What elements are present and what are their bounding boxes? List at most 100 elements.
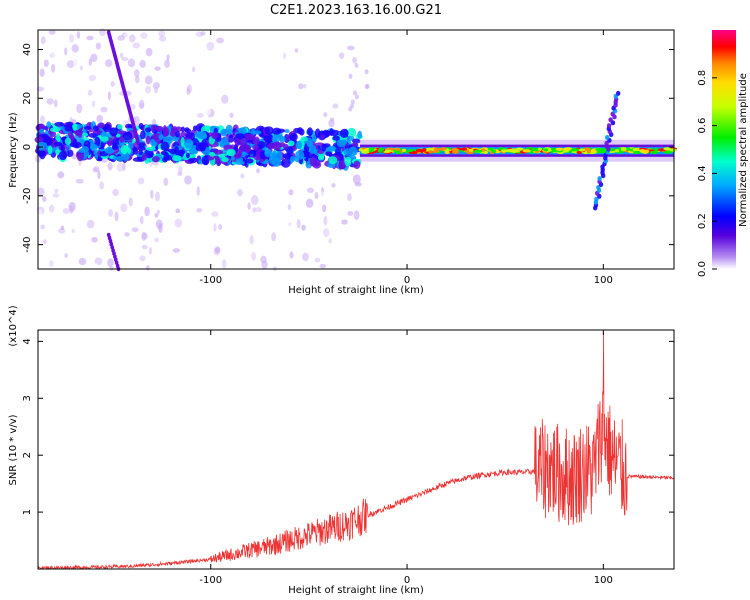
spectrogram-cell bbox=[460, 147, 468, 151]
spectrogram-cell bbox=[116, 155, 123, 162]
spectrogram-cell bbox=[117, 35, 126, 41]
colorbar-gradient bbox=[712, 30, 736, 269]
spectrogram-cell bbox=[282, 113, 291, 123]
spectrogram-cell bbox=[152, 156, 160, 163]
spectrogram-cell bbox=[415, 148, 424, 152]
spectrogram-cell bbox=[138, 123, 144, 130]
spectrogram-cell bbox=[86, 35, 94, 41]
spectrogram-cell bbox=[321, 143, 327, 152]
spectrogram-cell bbox=[50, 130, 57, 137]
spectrogram-cell bbox=[66, 60, 75, 69]
spectrogram-cell bbox=[108, 209, 113, 217]
spectrogram-cell bbox=[606, 123, 612, 129]
spectrogram-cell bbox=[596, 148, 601, 152]
spectrogram-cell bbox=[196, 208, 203, 213]
spectrogram-cell bbox=[156, 209, 161, 215]
spectrogram-cell bbox=[43, 109, 49, 119]
spectrogram-cell bbox=[160, 141, 170, 152]
spectrogram-cell bbox=[37, 161, 41, 171]
spectrogram-cell bbox=[216, 37, 224, 44]
spectrogram-cell bbox=[196, 112, 204, 118]
spectrogram-cell bbox=[185, 152, 190, 159]
spectrogram-cell bbox=[42, 239, 47, 244]
spectrogram-cell bbox=[122, 161, 126, 172]
spectrogram-cell bbox=[163, 127, 170, 137]
spectrogram-y-tick-label: -20 bbox=[22, 188, 33, 204]
spectrogram-cell bbox=[131, 227, 139, 233]
spectrogram-cell bbox=[71, 235, 76, 245]
spectrogram-x-tick-label: 100 bbox=[594, 275, 613, 286]
spectrogram-cell bbox=[76, 103, 83, 114]
spectrogram-cell bbox=[605, 135, 610, 140]
spectrogram-cell bbox=[41, 108, 45, 119]
spectrogram-cell bbox=[308, 144, 317, 154]
spectrogram-cell bbox=[40, 224, 46, 230]
spectrogram-panel: -100 0 100 -40 -20 0 20 40 Height of straight l… bbox=[8, 28, 678, 296]
spectrogram-cell bbox=[90, 144, 98, 150]
spectrogram-cell bbox=[57, 171, 65, 179]
spectrogram-cell bbox=[543, 148, 549, 152]
spectrogram-cell bbox=[145, 146, 156, 151]
spectrogram-cell bbox=[108, 71, 113, 76]
spectrogram-frame bbox=[37, 29, 675, 270]
colorbar-tick-label: 0.0 bbox=[697, 261, 708, 277]
spectrogram-cell bbox=[68, 201, 76, 212]
spectrogram-cell bbox=[186, 87, 191, 96]
spectrogram-cell bbox=[54, 121, 65, 127]
spectrogram-cell bbox=[124, 232, 130, 237]
spectrogram-cell bbox=[128, 197, 133, 207]
spectrogram-cell bbox=[133, 69, 140, 78]
spectrogram-cell bbox=[104, 59, 113, 68]
spectrogram-cell bbox=[113, 156, 118, 161]
spectrogram-cell bbox=[201, 139, 208, 147]
spectrogram-cell bbox=[104, 148, 115, 154]
spectrogram-cell bbox=[282, 153, 292, 159]
spectrogram-cell bbox=[428, 150, 434, 154]
spectrogram-cell bbox=[184, 128, 192, 134]
spectrogram-cell bbox=[73, 78, 81, 83]
spectrogram-cell bbox=[633, 150, 641, 155]
colorbar-tick-label: 0.8 bbox=[697, 70, 708, 86]
spectrogram-cell bbox=[322, 228, 330, 238]
spectrogram-cell bbox=[323, 243, 332, 254]
spectrogram-cell bbox=[218, 214, 223, 224]
spectrogram-cell bbox=[468, 148, 474, 152]
spectrogram-cell bbox=[88, 74, 97, 82]
snr-y-tick-label: 1 bbox=[22, 509, 33, 515]
spectrogram-cell bbox=[91, 100, 96, 108]
spectrogram-cell bbox=[100, 106, 108, 113]
spectrogram-cell bbox=[76, 31, 81, 39]
spectrogram-cell bbox=[116, 162, 124, 172]
spectrogram-cell bbox=[145, 135, 151, 145]
spectrogram-cell bbox=[58, 150, 67, 161]
spectrogram-cell bbox=[280, 158, 291, 168]
spectrogram-cell bbox=[125, 123, 133, 129]
spectrogram-cell bbox=[255, 202, 263, 207]
spectrogram-cell bbox=[144, 127, 152, 133]
spectrogram-cell bbox=[37, 152, 45, 157]
spectrogram-cell bbox=[578, 148, 586, 152]
spectrogram-cell bbox=[244, 144, 251, 154]
spectrogram-cell bbox=[240, 142, 245, 152]
spectrogram-cell bbox=[83, 125, 92, 131]
spectrogram-cell bbox=[137, 199, 144, 209]
spectrogram-cell bbox=[36, 209, 43, 219]
spectrogram-cell bbox=[84, 76, 89, 85]
snr-x-label: Height of straight line (km) bbox=[288, 585, 424, 596]
spectrogram-y-tick-label: 0 bbox=[22, 144, 33, 150]
spectrogram-cell bbox=[144, 75, 153, 85]
spectrogram-cell bbox=[433, 149, 440, 153]
spectrogram-cell bbox=[164, 59, 170, 68]
colorbar-tick-label: 0.2 bbox=[697, 213, 708, 229]
spectrogram-cell bbox=[154, 213, 159, 218]
spectrogram-cell bbox=[322, 204, 327, 213]
spectrogram-cell bbox=[237, 189, 243, 197]
spectrogram-cell bbox=[107, 162, 113, 171]
colorbar: 0.0 0.2 0.4 0.6 0.8 Normalized spectral ampl… bbox=[697, 30, 749, 277]
spectrogram-cell bbox=[129, 34, 136, 43]
spectrogram-cell bbox=[174, 145, 179, 154]
spectrogram-cell bbox=[62, 207, 70, 214]
spectrogram-cell bbox=[97, 122, 105, 129]
spectrogram-cell bbox=[226, 148, 236, 157]
spectrogram-cell bbox=[214, 246, 221, 254]
